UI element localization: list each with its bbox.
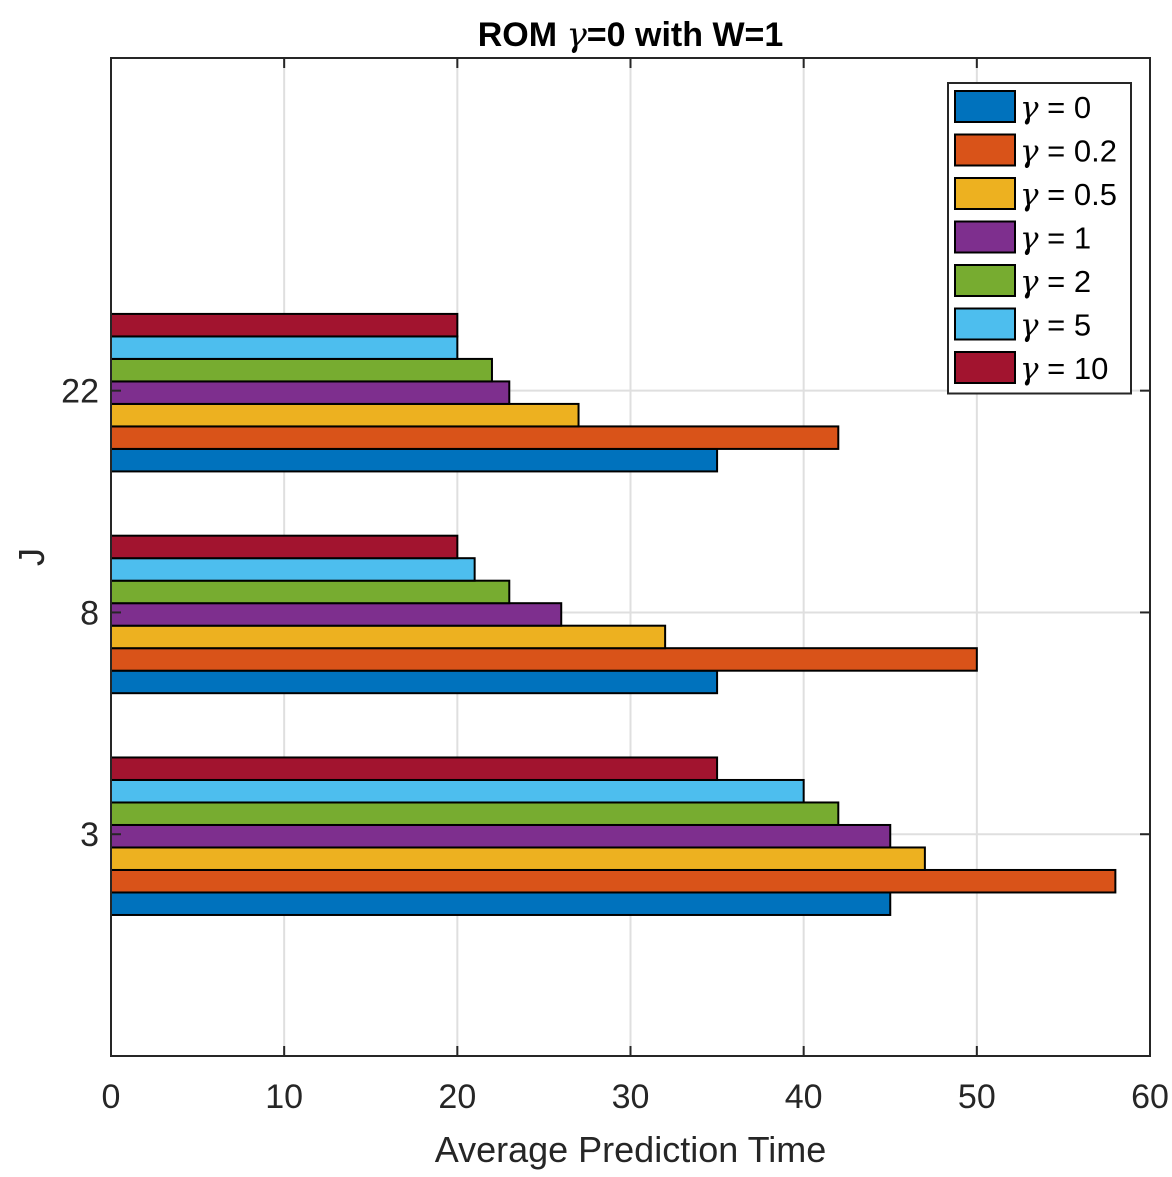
legend-swatch <box>954 264 1016 297</box>
legend-entry: γ = 0 <box>954 90 1091 126</box>
legend-value: = 1 <box>1039 221 1092 256</box>
legend-label: γ = 2 <box>1020 264 1091 300</box>
legend-label: γ = 10 <box>1020 351 1108 387</box>
y-tick-label: 8 <box>80 594 99 632</box>
legend-entry: γ = 0.2 <box>954 133 1117 170</box>
legend-value: = 2 <box>1039 264 1092 299</box>
legend-label: γ = 0 <box>1020 90 1091 126</box>
bar-2-j3 <box>110 801 840 826</box>
y-tick-label: 22 <box>61 373 99 411</box>
legend-gamma-symbol: γ <box>1020 90 1039 126</box>
bar-0_5-j8 <box>110 624 667 650</box>
bar-2-j22 <box>110 357 493 383</box>
legend-swatch <box>954 351 1016 384</box>
x-axis-label: Average Prediction Time <box>435 1129 827 1170</box>
bars-layer <box>110 312 1117 916</box>
legend-gamma-symbol: γ <box>1020 351 1039 387</box>
title-gamma-symbol: γ <box>566 15 587 55</box>
x-tick-label: 20 <box>438 1078 476 1116</box>
bar-0_2-j8 <box>110 647 978 672</box>
x-tick-label: 50 <box>958 1078 996 1116</box>
legend-label: γ = 0.5 <box>1020 177 1117 213</box>
legend-value: = 10 <box>1039 351 1109 386</box>
bar-1-j22 <box>110 380 511 405</box>
bar-0_2-j3 <box>110 868 1117 894</box>
x-tick-label: 60 <box>1131 1078 1169 1116</box>
legend-gamma-symbol: γ <box>1020 308 1039 344</box>
legend-value: = 0 <box>1039 90 1092 125</box>
legend-swatch <box>954 133 1016 167</box>
bar-5-j22 <box>110 335 459 360</box>
legend-value: = 0.5 <box>1039 177 1117 212</box>
bar-2-j8 <box>110 579 511 605</box>
bar-1-j8 <box>110 602 563 627</box>
legend-value: = 5 <box>1039 308 1092 343</box>
legend-swatch <box>954 90 1016 123</box>
legend-gamma-symbol: γ <box>1020 264 1039 300</box>
legend-swatch <box>954 177 1016 210</box>
bar-0_5-j3 <box>110 846 926 871</box>
bar-0-j22 <box>110 447 719 473</box>
legend-entry: γ = 0.5 <box>954 177 1117 213</box>
bar-5-j8 <box>110 557 476 582</box>
x-tick-label: 40 <box>785 1078 823 1116</box>
bar-10-j8 <box>110 534 459 560</box>
x-tick-label: 10 <box>265 1078 303 1116</box>
bar-0-j8 <box>110 669 719 695</box>
legend-label: γ = 1 <box>1020 221 1091 257</box>
y-axis-label: J <box>11 548 52 566</box>
legend-gamma-symbol: γ <box>1020 134 1039 170</box>
chart-title: ROM γ=0 with W=1 <box>478 15 784 55</box>
legend-entry: γ = 2 <box>954 264 1091 300</box>
y-tick-label: 3 <box>80 816 99 854</box>
legend: γ = 0γ = 0.2γ = 0.5γ = 1γ = 2γ = 5γ = 10 <box>947 82 1132 395</box>
legend-entry: γ = 1 <box>954 220 1091 257</box>
bar-5-j3 <box>110 778 805 804</box>
x-tick-label: 0 <box>102 1078 121 1116</box>
x-tick-label: 30 <box>612 1078 650 1116</box>
legend-entry: γ = 10 <box>954 351 1108 387</box>
legend-swatch <box>954 307 1016 341</box>
bar-1-j3 <box>110 823 892 849</box>
legend-value: = 0.2 <box>1039 134 1117 169</box>
bar-0_2-j22 <box>110 425 840 450</box>
legend-gamma-symbol: γ <box>1020 221 1039 257</box>
legend-entry: γ = 5 <box>954 307 1091 344</box>
legend-label: γ = 0.2 <box>1020 134 1117 170</box>
bar-0-j3 <box>110 891 892 916</box>
legend-label: γ = 5 <box>1020 308 1091 344</box>
legend-swatch <box>954 220 1016 254</box>
ticks-layer: 0 10 20 30 40 50 60 3 8 22 <box>61 58 1169 1116</box>
bar-10-j22 <box>110 312 459 338</box>
legend-gamma-symbol: γ <box>1020 177 1039 213</box>
bar-0_5-j22 <box>110 402 580 428</box>
bar-10-j3 <box>110 756 719 781</box>
